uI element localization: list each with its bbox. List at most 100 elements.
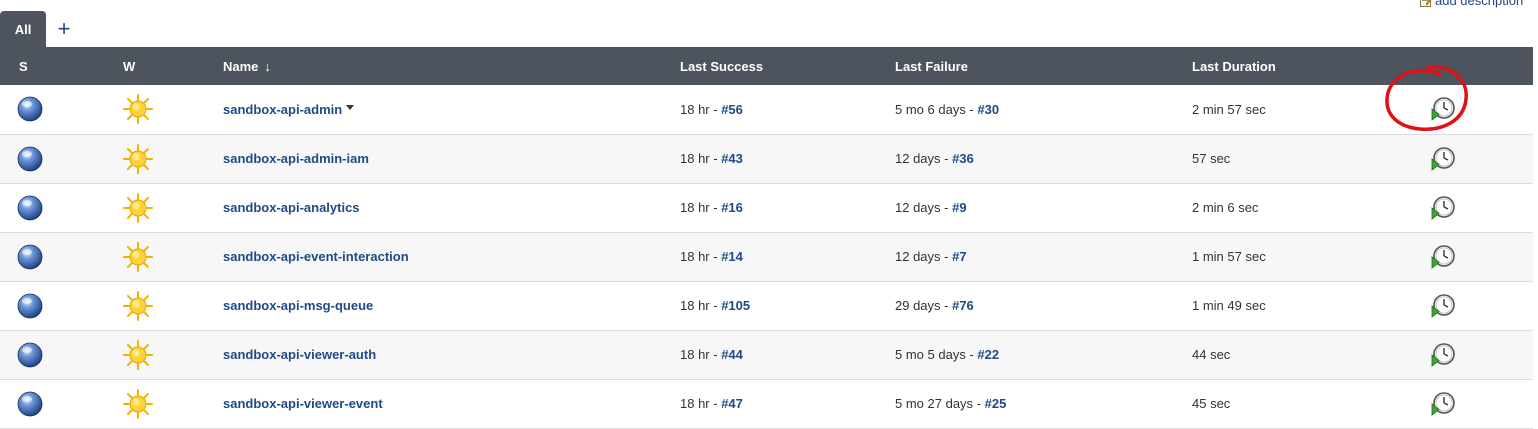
last-success-build-link[interactable]: #16 [721,200,743,215]
weather-cell [111,85,223,134]
job-name-link[interactable]: sandbox-api-viewer-auth [223,347,377,362]
table-row: sandbox-api-msg-queue 18 hr - #105 29 da… [0,281,1533,330]
sunny-icon[interactable] [123,241,153,272]
table-row: sandbox-api-admin 18 hr - #56 5 mo 6 day… [0,85,1533,134]
blue-ball-icon[interactable] [17,96,43,122]
job-menu-chevron-icon[interactable] [346,104,355,110]
column-header-last-success[interactable]: Last Success [680,58,764,74]
table-row: sandbox-api-viewer-auth 18 hr - #44 5 mo… [0,330,1533,379]
view-tabs: All + [0,11,82,47]
job-name-link[interactable]: sandbox-api-viewer-event [223,396,383,411]
sunny-icon[interactable] [123,339,153,370]
blue-ball-icon[interactable] [17,391,43,417]
job-name-link[interactable]: sandbox-api-analytics [223,200,360,215]
name-cell: sandbox-api-analytics [223,183,680,232]
schedule-build-icon[interactable] [1430,244,1456,270]
last-failure-time: 5 mo 27 days - [895,396,985,411]
name-cell: sandbox-api-msg-queue [223,281,680,330]
edit-note-icon [1420,0,1432,7]
last-success-build-link[interactable]: #44 [721,347,743,362]
tab-all[interactable]: All [0,11,46,47]
last-duration-cell: 2 min 6 sec [1192,183,1418,232]
last-success-build-link[interactable]: #43 [721,151,743,166]
last-failure-cell: 5 mo 27 days - #25 [895,379,1192,428]
weather-cell [111,183,223,232]
job-name-link[interactable]: sandbox-api-admin-iam [223,151,369,166]
status-cell [0,134,111,183]
last-success-cell: 18 hr - #44 [680,330,895,379]
last-duration-cell: 1 min 57 sec [1192,232,1418,281]
column-header-actions [1418,47,1533,85]
last-failure-build-link[interactable]: #9 [952,200,967,215]
status-cell [0,232,111,281]
table-row: sandbox-api-admin-iam 18 hr - #43 12 day… [0,134,1533,183]
sunny-icon[interactable] [123,94,153,125]
table-row: sandbox-api-viewer-event 18 hr - #47 5 m… [0,379,1533,428]
last-success-build-link[interactable]: #47 [721,396,743,411]
schedule-build-icon[interactable] [1430,146,1456,172]
last-failure-cell: 12 days - #9 [895,183,1192,232]
blue-ball-icon[interactable] [17,195,43,221]
job-name-link[interactable]: sandbox-api-msg-queue [223,298,374,313]
last-failure-build-link[interactable]: #22 [977,347,1000,362]
last-duration-value: 2 min 57 sec [1192,101,1266,117]
job-name-link[interactable]: sandbox-api-admin [223,101,343,117]
last-success-time: 18 hr - [680,101,722,117]
last-failure-build-link[interactable]: #76 [952,298,974,313]
schedule-build-icon[interactable] [1430,293,1456,319]
last-success-time: 18 hr - [680,347,722,362]
sunny-icon[interactable] [123,290,153,321]
last-duration-cell: 45 sec [1192,379,1418,428]
blue-ball-icon[interactable] [17,293,43,319]
name-cell: sandbox-api-viewer-auth [223,330,680,379]
last-failure-build-link[interactable]: #7 [952,249,967,264]
schedule-build-icon[interactable] [1430,391,1456,417]
last-success-time: 18 hr - [680,151,722,166]
add-view-button[interactable]: + [57,16,71,41]
sunny-icon[interactable] [123,192,153,223]
blue-ball-icon[interactable] [17,244,43,270]
last-success-cell: 18 hr - #105 [680,281,895,330]
last-failure-time: 29 days - [895,298,953,313]
last-success-build-link[interactable]: #105 [721,298,751,313]
blue-ball-icon[interactable] [17,342,43,368]
schedule-build-icon[interactable] [1430,342,1456,368]
last-success-build-link[interactable]: #56 [721,101,743,117]
last-duration-cell: 1 min 49 sec [1192,281,1418,330]
table-header-row: S W Name ↓ Last Success Last Failure Last… [0,47,1533,85]
actions-cell [1418,281,1533,330]
last-success-time: 18 hr - [680,298,722,313]
last-failure-build-link[interactable]: #25 [984,396,1007,411]
column-header-last-failure[interactable]: Last Failure [895,58,968,74]
add-description-label: add description [1435,0,1524,8]
last-success-time: 18 hr - [680,200,722,215]
add-description-link[interactable]: add description [1420,0,1523,8]
column-header-status[interactable]: S [19,58,28,74]
last-success-cell: 18 hr - #43 [680,134,895,183]
jobs-table: S W Name ↓ Last Success Last Failure Last… [0,47,1533,429]
last-failure-build-link[interactable]: #30 [977,101,1000,117]
sunny-icon[interactable] [123,388,153,419]
table-row: sandbox-api-analytics 18 hr - #16 12 day… [0,183,1533,232]
status-cell [0,379,111,428]
column-header-weather[interactable]: W [123,58,136,74]
blue-ball-icon[interactable] [17,146,43,172]
job-name-link[interactable]: sandbox-api-event-interaction [223,249,409,264]
last-failure-time: 12 days - [895,151,953,166]
actions-cell [1418,379,1533,428]
status-cell [0,330,111,379]
weather-cell [111,232,223,281]
schedule-build-icon[interactable] [1430,96,1456,122]
sunny-icon[interactable] [123,143,153,174]
name-cell: sandbox-api-admin [223,85,680,134]
name-cell: sandbox-api-event-interaction [223,232,680,281]
last-failure-time: 5 mo 5 days - [895,347,978,362]
last-failure-time: 5 mo 6 days - [895,101,978,117]
column-header-name[interactable]: Name ↓ [223,47,680,85]
weather-cell [111,330,223,379]
last-failure-build-link[interactable]: #36 [952,151,974,166]
column-header-last-duration[interactable]: Last Duration [1192,58,1276,74]
schedule-build-icon[interactable] [1430,195,1456,221]
last-success-build-link[interactable]: #14 [721,249,743,264]
last-duration-value: 1 min 49 sec [1192,298,1266,313]
